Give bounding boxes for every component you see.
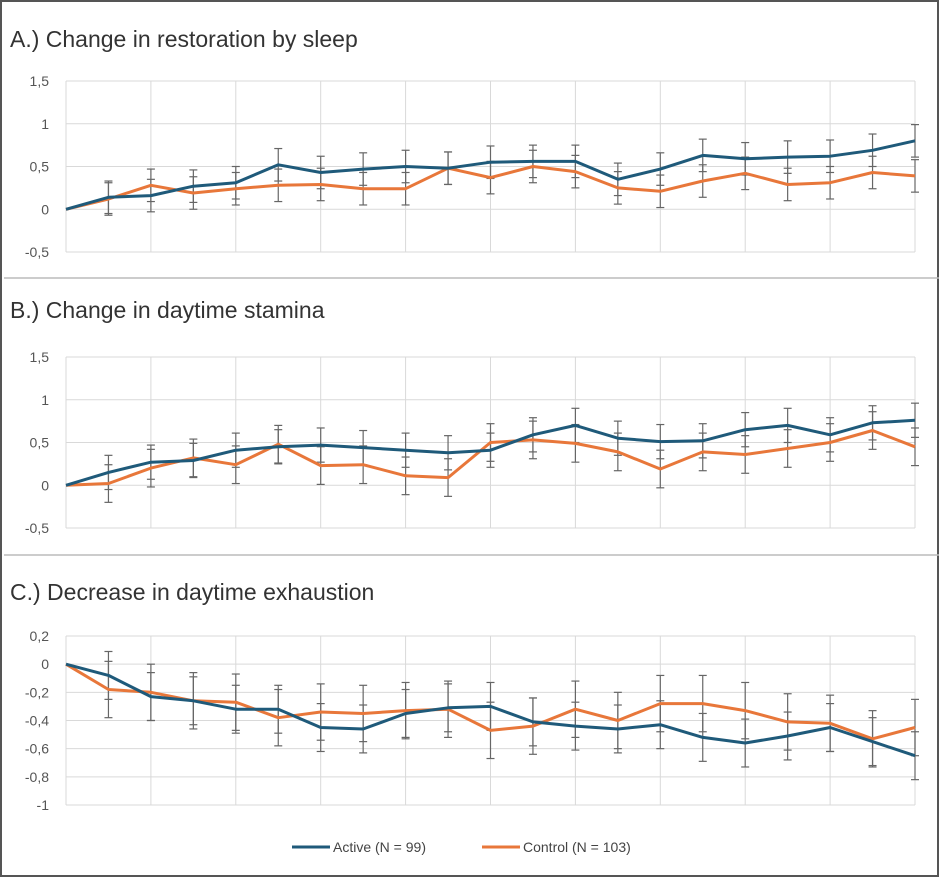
y-tick-label: 1: [41, 392, 49, 408]
panel-c: 0,2 0 -0,2 -0,4 -0,6 -0,8 -1: [25, 628, 919, 813]
y-tick-label: 0,5: [30, 159, 50, 175]
y-tick-label: 0: [41, 656, 49, 672]
legend-control-label: Control (N = 103): [523, 839, 631, 855]
y-tick-label: -1: [37, 797, 50, 813]
panel-a: 1,5 1 0,5 0 -0,5: [25, 73, 919, 260]
y-tick-label: -0,4: [25, 713, 49, 729]
legend-active-label: Active (N = 99): [333, 839, 426, 855]
y-tick-label: 0: [41, 201, 49, 217]
series-line-control: [65, 662, 916, 741]
y-tick-label: 1,5: [30, 349, 50, 365]
y-tick-label: 0: [41, 477, 49, 493]
legend: Active (N = 99) Control (N = 103): [292, 839, 631, 855]
series-line-active: [65, 418, 916, 487]
panel-b: 1,5 1 0,5 0 -0,5: [25, 349, 919, 536]
series-line-active: [65, 662, 916, 758]
series-line-control: [65, 165, 916, 211]
y-tick-label: -0,6: [25, 741, 49, 757]
y-tick-label: -0,8: [25, 769, 49, 785]
y-tick-label: 1,5: [30, 73, 50, 89]
panel-c-title: C.) Decrease in daytime exhaustion: [10, 579, 374, 605]
y-tick-label: -0,2: [25, 684, 49, 700]
y-tick-label: -0,5: [25, 520, 49, 536]
y-tick-label: 0,5: [30, 435, 50, 451]
y-tick-label: 1: [41, 116, 49, 132]
series-line-control: [65, 429, 916, 487]
panel-b-title: B.) Change in daytime stamina: [10, 297, 325, 323]
panel-a-title: A.) Change in restoration by sleep: [10, 26, 358, 52]
series-line-active: [65, 139, 916, 211]
y-tick-label: 0,2: [30, 628, 50, 644]
y-tick-label: -0,5: [25, 244, 49, 260]
